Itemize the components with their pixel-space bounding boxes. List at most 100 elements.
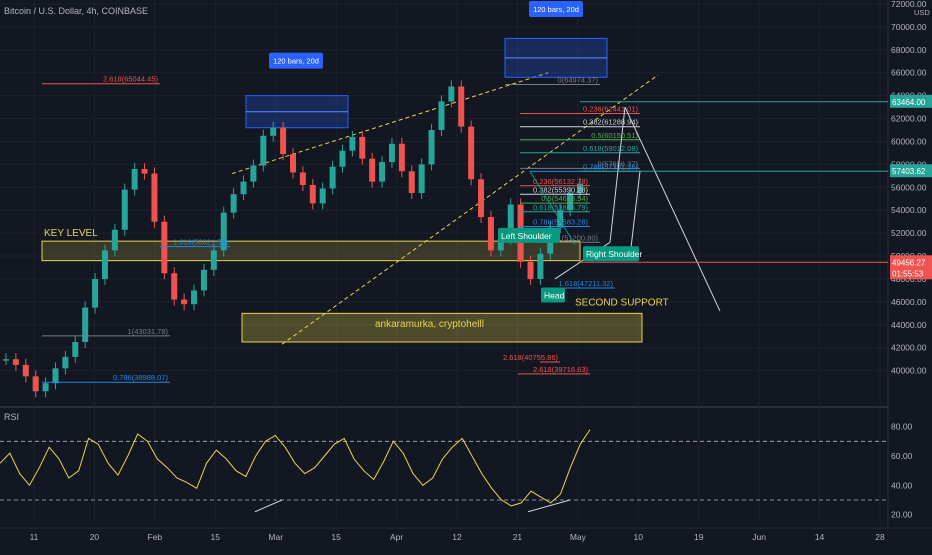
candle-body [418, 164, 425, 194]
candle-body [260, 135, 267, 166]
rsi-tick-label: 80.00 [891, 422, 913, 432]
candle-body [210, 250, 217, 270]
candle-body [408, 171, 415, 194]
y-tick-label: 66000.00 [891, 68, 927, 78]
candle-body [111, 229, 118, 251]
pattern-line [529, 171, 576, 245]
x-tick-label: 14 [815, 532, 825, 542]
price-label-bg [890, 255, 932, 280]
candle-body [270, 127, 277, 136]
channel-upper-line [231, 72, 549, 175]
candle-body [398, 143, 405, 172]
candle-body [309, 185, 316, 204]
fib-level-label: 0(57656.37) [598, 159, 639, 168]
y-axis-unit: USD [914, 8, 930, 17]
fib-level-label: 0.382(61288.94) [583, 118, 639, 127]
support-zone-label: ankaramurka, cryptohelll [375, 319, 484, 330]
y-tick-label: 72000.00 [891, 0, 927, 9]
candle-body [458, 86, 465, 127]
rsi-divergence-line [254, 499, 283, 513]
candle-body [62, 356, 69, 369]
candle-body [319, 188, 326, 204]
candle-body [200, 269, 207, 291]
second-support-label: SECOND SUPPORT [575, 297, 669, 308]
candle-body [388, 143, 395, 163]
x-tick-label: Mar [268, 532, 283, 542]
candle-body [3, 359, 9, 361]
pattern-label-bg [541, 287, 565, 303]
candle-body [82, 307, 89, 342]
pattern-label-bg [498, 227, 560, 243]
candle-body [577, 183, 583, 194]
y-tick-label: 52000.00 [891, 228, 927, 238]
candle-body [448, 86, 455, 102]
candle-body [438, 101, 445, 131]
fib-level-label: 1(51200.80) [558, 233, 599, 242]
candle-body [349, 136, 356, 151]
candle-body [181, 299, 188, 305]
fib-level-label: 0.236(56132.78) [533, 177, 589, 186]
candle-body [161, 221, 168, 274]
candle-body [191, 290, 198, 305]
fib-level-label: 0(64974.37) [558, 75, 599, 84]
candle-body [280, 127, 287, 155]
candle-body [32, 376, 39, 392]
measure-label: 120 bars, 20d [533, 5, 579, 14]
rsi-divergence-line [527, 499, 571, 513]
projection-arrow [629, 171, 641, 257]
candle-body [557, 210, 564, 228]
candle-body [369, 158, 376, 182]
fib-level-label: 0.618(59012.08) [583, 144, 639, 153]
x-tick-label: 10 [634, 532, 644, 542]
y-tick-label: 68000.00 [891, 45, 927, 55]
rsi-tick-label: 20.00 [891, 510, 913, 520]
candle-body [72, 341, 79, 357]
candle-body [230, 194, 237, 213]
fib-level-label: 0.786(38988.07) [113, 373, 169, 382]
candle-body [52, 368, 59, 384]
fib-level-label: 0.618(53866.79) [533, 203, 589, 212]
y-tick-label: 56000.00 [891, 182, 927, 192]
candle-body [42, 383, 49, 392]
candle-body [92, 278, 99, 308]
chart-title: Bitcoin / U.S. Dollar, 4h, COINBASE [4, 6, 149, 16]
candle-body [379, 162, 386, 182]
price-label: 57403.62 [892, 167, 926, 176]
candle-body [468, 126, 475, 180]
candle-body [131, 168, 138, 190]
pattern-label: Right Shoulder [586, 249, 642, 259]
x-tick-label: 12 [452, 532, 462, 542]
fib-level-label: 1.618(47211.32) [559, 279, 614, 288]
pattern-label: Head [544, 290, 565, 300]
x-tick-label: Feb [148, 532, 163, 542]
x-tick-label: May [570, 532, 587, 542]
price-label-time: 01:55:53 [892, 269, 924, 278]
candle-body [101, 250, 108, 279]
candle-body [487, 217, 494, 251]
candle-body [478, 179, 485, 218]
measure-label-bg [269, 52, 323, 69]
y-tick-label: 70000.00 [891, 22, 927, 32]
candle-body [220, 212, 227, 251]
x-tick-label: 15 [211, 532, 221, 542]
candle-body [250, 165, 257, 182]
projection-arrow [609, 107, 626, 243]
x-tick-label: 28 [875, 532, 885, 542]
x-tick-label: 20 [90, 532, 100, 542]
pattern-label-bg [583, 246, 639, 262]
candle-body [537, 253, 544, 279]
candle-body [359, 136, 366, 159]
fib-level-label: 0.236(62441.01) [583, 105, 639, 114]
fib-level-label: 2.618(65044.45) [103, 75, 159, 84]
price-label-bg [890, 94, 932, 108]
price-label-bg [890, 164, 932, 178]
fib-level-label: 2.618(39716.63) [533, 365, 589, 374]
candle-body [527, 261, 534, 279]
rsi-line [0, 429, 591, 507]
y-tick-label: 60000.00 [891, 136, 927, 146]
key-level-zone [41, 240, 581, 262]
y-tick-label: 42000.00 [891, 343, 927, 353]
y-tick-label: 62000.00 [891, 114, 927, 124]
pattern-label: Left Shoulder [501, 231, 552, 241]
